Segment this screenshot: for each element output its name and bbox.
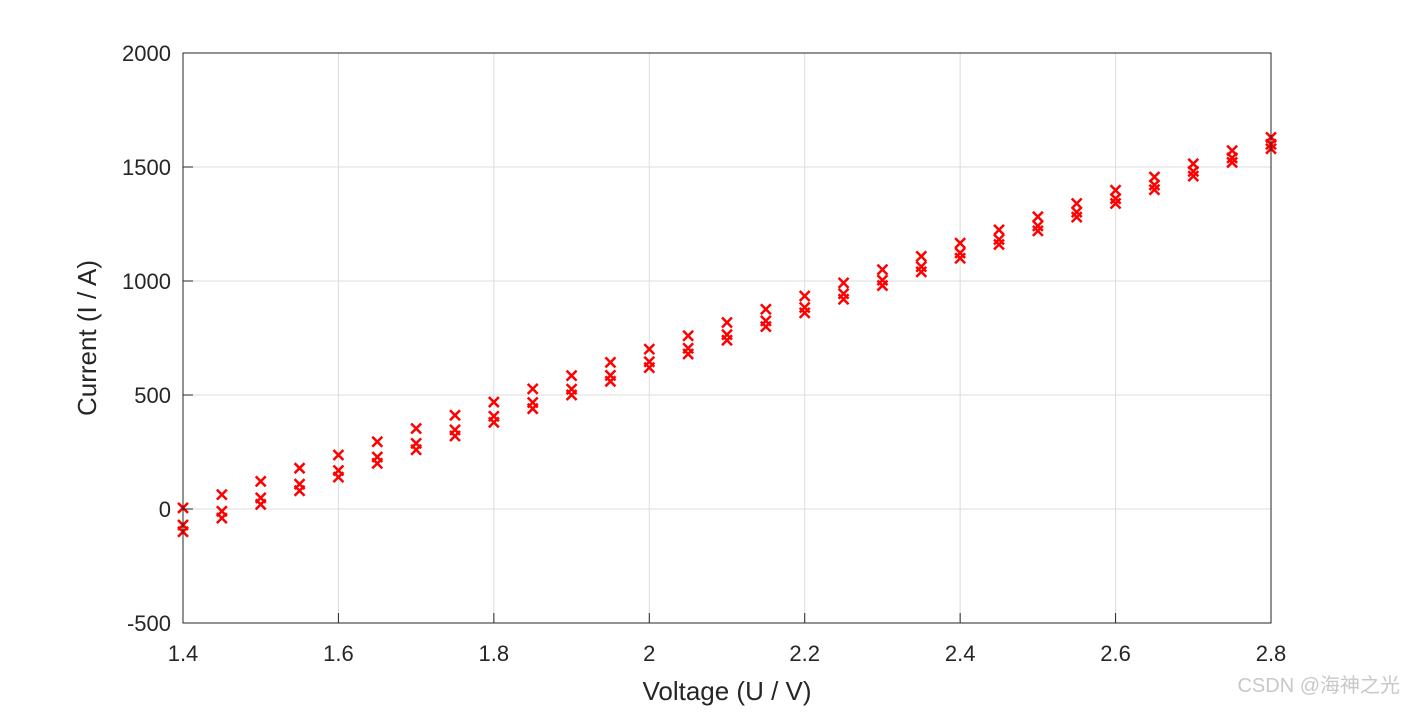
axes-box xyxy=(182,52,1272,624)
marker xyxy=(798,290,811,302)
marker xyxy=(487,396,500,408)
x-tick-label: 2.2 xyxy=(789,641,820,666)
marker xyxy=(371,435,384,448)
marker xyxy=(682,348,695,360)
marker xyxy=(565,369,578,382)
marker xyxy=(565,389,578,401)
y-tick-label: 1000 xyxy=(122,269,171,294)
marker xyxy=(371,457,384,470)
x-tick-label: 2 xyxy=(643,641,655,666)
watermark: CSDN @海神之光 xyxy=(1237,674,1400,697)
x-tick-label: 1.4 xyxy=(168,641,199,666)
marker xyxy=(604,375,617,388)
marker xyxy=(1109,184,1122,197)
marker xyxy=(1226,151,1239,164)
y-axis-label: Current (I / A) xyxy=(72,260,102,416)
marker xyxy=(215,512,228,525)
marker xyxy=(682,329,695,342)
marker xyxy=(1070,211,1083,224)
marker xyxy=(332,471,345,483)
marker xyxy=(798,307,811,319)
plot-area xyxy=(183,53,1271,623)
marker xyxy=(721,316,733,329)
marker xyxy=(526,402,539,415)
x-tick-label: 2.6 xyxy=(1100,641,1131,666)
y-tick-label: -500 xyxy=(127,611,171,636)
marker xyxy=(915,250,928,263)
marker xyxy=(293,484,306,497)
marker xyxy=(876,263,889,276)
x-tick-label: 1.6 xyxy=(323,641,354,666)
y-tick-label: 1500 xyxy=(122,155,171,180)
marker xyxy=(993,238,1005,251)
marker xyxy=(1031,210,1044,223)
x-tick-label: 1.8 xyxy=(479,641,510,666)
marker xyxy=(449,430,461,442)
marker xyxy=(526,382,539,395)
marker xyxy=(1148,179,1161,191)
marker xyxy=(954,237,967,250)
marker xyxy=(954,252,967,265)
x-tick-label: 2.4 xyxy=(945,641,976,666)
marker xyxy=(993,224,1005,236)
marker xyxy=(254,475,267,488)
marker xyxy=(1226,156,1239,169)
marker xyxy=(293,462,306,475)
x-axis-label: Voltage (U / V) xyxy=(642,676,811,706)
marker xyxy=(837,276,850,289)
marker xyxy=(915,265,928,278)
marker xyxy=(759,320,772,333)
marker xyxy=(487,416,500,429)
marker xyxy=(643,343,656,356)
marker xyxy=(1187,170,1200,183)
marker xyxy=(759,303,772,316)
marker xyxy=(449,409,461,422)
marker xyxy=(410,443,423,456)
marker xyxy=(837,293,850,306)
y-tick-label: 2000 xyxy=(122,41,171,66)
marker xyxy=(1070,197,1083,210)
marker xyxy=(1031,224,1044,237)
x-tick-label: 2.8 xyxy=(1256,641,1287,666)
marker xyxy=(1109,197,1122,210)
marker xyxy=(1148,183,1161,196)
marker xyxy=(254,498,267,511)
marker xyxy=(876,279,889,292)
marker xyxy=(410,422,423,435)
marker xyxy=(332,449,345,461)
y-tick-label: 500 xyxy=(134,383,171,408)
marker xyxy=(721,334,733,347)
y-tick-label: 0 xyxy=(159,497,171,522)
marker xyxy=(1109,192,1122,205)
marker xyxy=(1187,165,1200,178)
marker xyxy=(215,488,228,501)
marker xyxy=(604,356,617,369)
marker xyxy=(643,361,656,374)
